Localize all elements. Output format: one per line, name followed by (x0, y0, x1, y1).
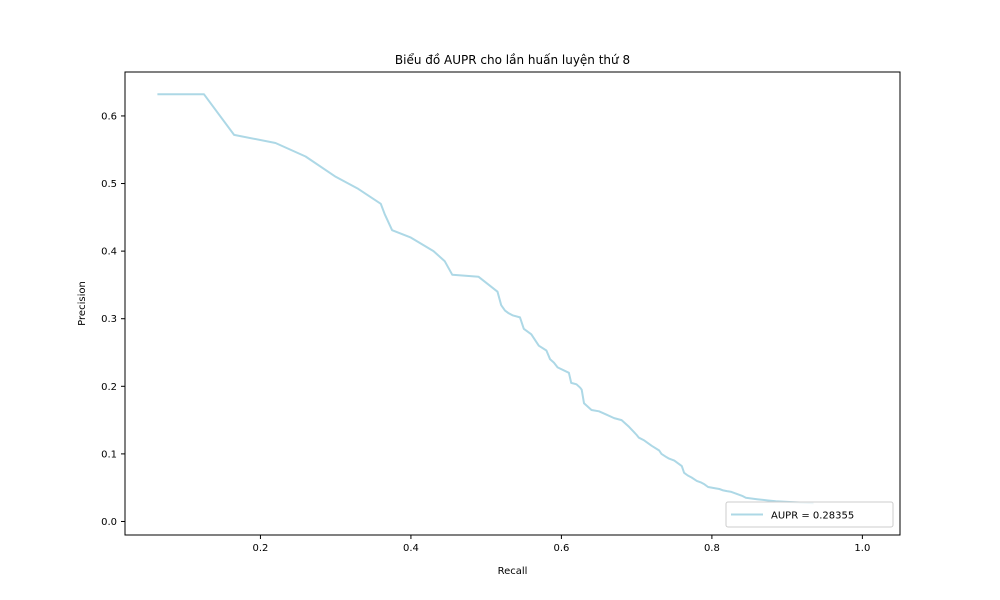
y-tick-label: 0.6 (101, 111, 117, 122)
y-tick-label: 0.5 (101, 179, 117, 190)
legend-box (725, 501, 894, 528)
legend-label: AUPR = 0.28355 (771, 511, 854, 522)
chart-title: Biểu đồ AUPR cho lần huấn luyện thứ 8 (395, 53, 630, 67)
y-tick-label: 0.0 (101, 517, 117, 528)
y-tick-label: 0.1 (101, 449, 117, 460)
x-axis-label: Recall (498, 566, 528, 577)
y-axis-label: Precision (77, 281, 88, 326)
plot-frame (124, 71, 901, 536)
legend: AUPR = 0.28355 (725, 501, 894, 528)
x-axis: 0.2 0.4 0.6 0.8 1.0 (252, 535, 870, 554)
pr-curve-line (157, 93, 814, 505)
y-tick-label: 0.3 (101, 314, 117, 325)
data-layer (157, 93, 814, 505)
x-tick-label: 1.0 (854, 543, 870, 554)
x-tick-label: 0.6 (553, 543, 569, 554)
y-axis: 0.0 0.1 0.2 0.3 0.4 0.5 0.6 (101, 111, 125, 528)
x-tick-label: 0.8 (704, 543, 720, 554)
plot-area (125, 72, 900, 535)
y-tick-label: 0.2 (101, 382, 117, 393)
x-tick-label: 0.2 (252, 543, 268, 554)
y-tick-label: 0.4 (101, 247, 117, 258)
x-tick-label: 0.4 (403, 543, 419, 554)
